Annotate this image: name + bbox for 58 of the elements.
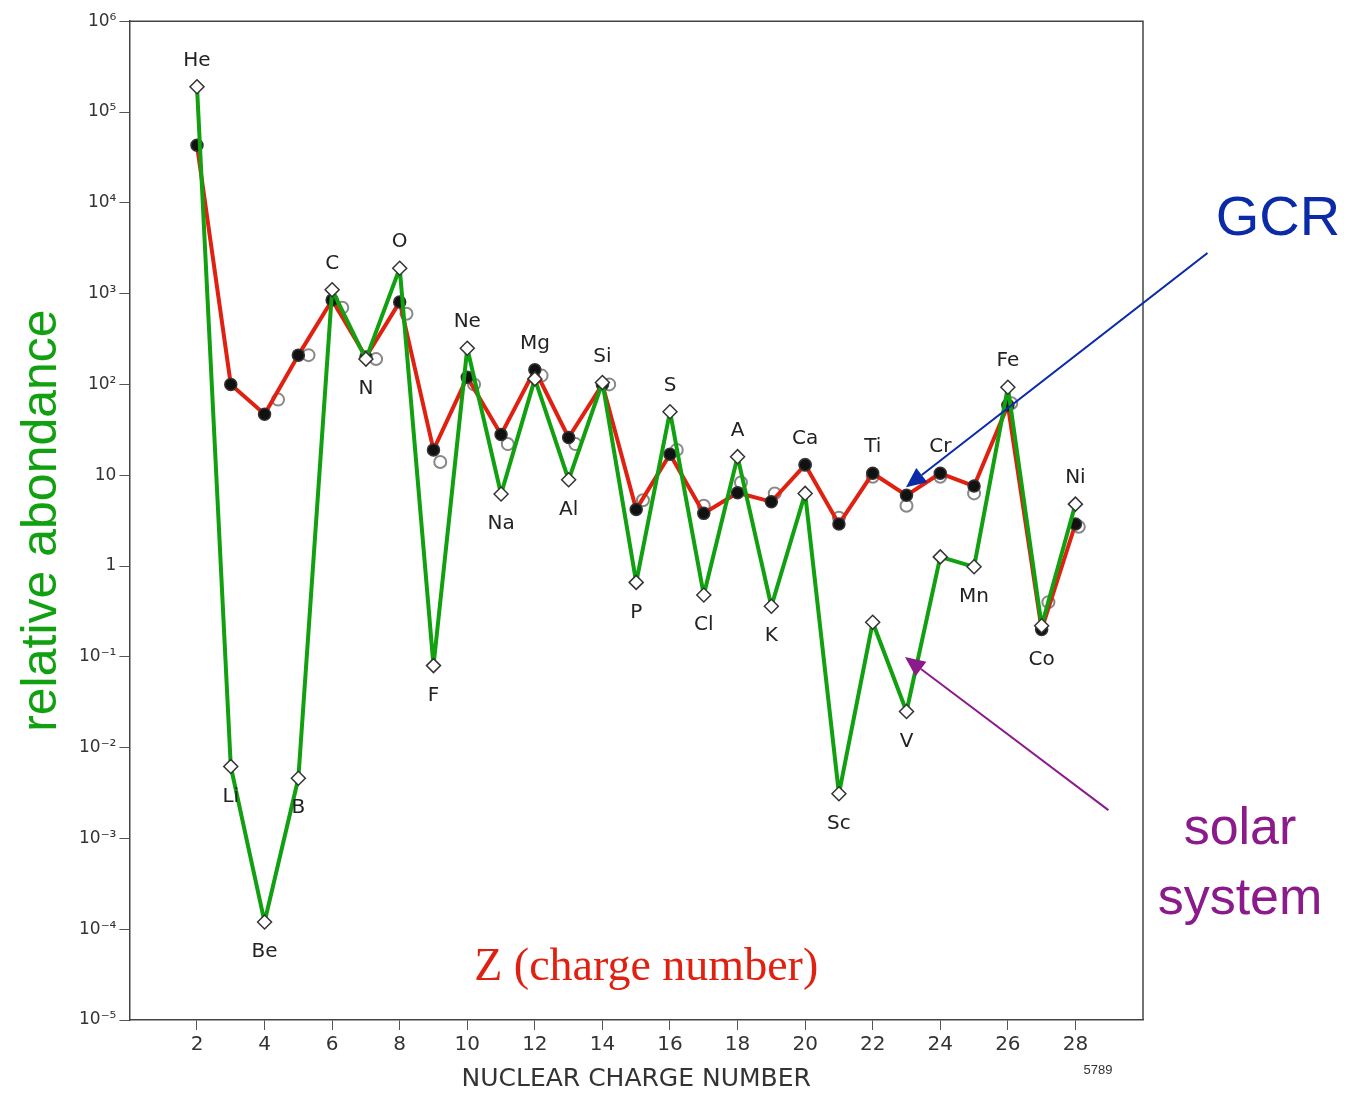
- annotation: V: [899, 727, 914, 752]
- y-tick-label: 10⁶: [87, 9, 117, 30]
- y-tick-label: 10⁻¹: [79, 645, 117, 666]
- y-tick-label: 10⁻³: [79, 826, 117, 847]
- text: solar system: [1157, 797, 1323, 926]
- annotation: A: [730, 416, 745, 441]
- y-tick-label: 10³: [87, 282, 117, 303]
- annotation: Mn: [959, 583, 990, 607]
- x-tick-label: 26: [995, 1031, 1021, 1056]
- annotation: C: [325, 250, 340, 275]
- annotation: B: [291, 794, 306, 819]
- annotation: Z (charge number): [474, 939, 819, 991]
- annotation: Ni: [1065, 464, 1086, 489]
- y-tick-label: 10²: [87, 372, 117, 393]
- x-axis-title: NUCLEAR CHARGE NUMBER: [461, 1062, 811, 1092]
- annotation: Fe: [996, 347, 1020, 372]
- x-tick-label: 8: [393, 1031, 407, 1056]
- annotation: Na: [487, 510, 515, 535]
- annotation: Si: [593, 342, 612, 367]
- annotation: Sc: [827, 809, 851, 834]
- x-tick-label: 24: [927, 1031, 954, 1056]
- annotation: Ti: [863, 433, 882, 458]
- annotation: F: [427, 681, 440, 706]
- y-tick-label: 10⁵: [87, 100, 117, 121]
- y-tick-label: 10⁻⁴: [79, 917, 117, 938]
- text: GCR: [1215, 184, 1341, 248]
- y-tick-label: 10⁻²: [79, 736, 117, 757]
- annotation: Mg: [519, 329, 550, 354]
- annotation: N: [358, 375, 374, 400]
- x-tick-label: 2: [190, 1031, 204, 1056]
- y-tick-label: 10: [94, 463, 117, 484]
- annotation: He: [183, 46, 211, 71]
- x-tick-label: 12: [522, 1031, 548, 1056]
- x-tick-label: 4: [258, 1031, 271, 1056]
- annotation: Al: [559, 496, 579, 520]
- annotation: K: [764, 622, 779, 647]
- annotation: Cl: [694, 611, 714, 636]
- text: 5789: [1083, 1061, 1113, 1077]
- annotation: Be: [251, 938, 278, 963]
- x-tick-label: 22: [859, 1031, 886, 1056]
- x-tick-label: 16: [657, 1031, 683, 1056]
- annotation: Co: [1028, 645, 1055, 670]
- annotation: Ca: [792, 425, 819, 450]
- x-tick-label: 20: [792, 1031, 818, 1056]
- x-tick-label: 14: [589, 1031, 616, 1056]
- annotation: S: [663, 371, 677, 396]
- y-axis-title: relative abondance: [10, 309, 67, 732]
- x-tick-label: 28: [1062, 1031, 1089, 1056]
- y-tick-label: 10⁴: [87, 191, 117, 212]
- x-tick-label: 10: [454, 1031, 481, 1056]
- annotation: Ne: [453, 308, 481, 333]
- y-tick-label: 1: [105, 554, 117, 575]
- x-tick-label: 6: [325, 1031, 339, 1056]
- annotation: P: [630, 598, 643, 623]
- y-tick-label: 10⁻⁵: [79, 1008, 117, 1029]
- x-tick-label: 18: [724, 1031, 751, 1056]
- annotation: Cr: [929, 433, 953, 458]
- annotation: O: [391, 228, 408, 253]
